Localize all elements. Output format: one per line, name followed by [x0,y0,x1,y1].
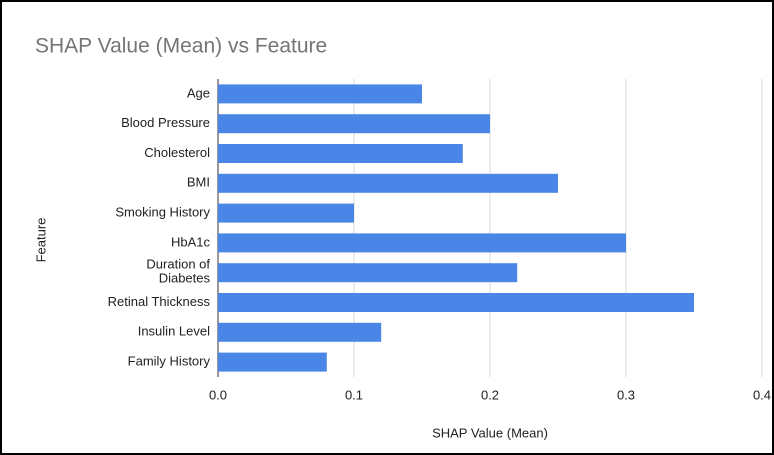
x-axis-title: SHAP Value (Mean) [432,425,548,440]
y-tick-label: Blood Pressure [121,115,210,130]
x-tick-label: 0.2 [481,387,499,402]
bar [218,322,382,342]
y-tick-label: Age [187,85,210,100]
y-tick-label: Cholesterol [144,145,210,160]
y-tick-label: Insulin Level [138,324,210,339]
y-tick-label: HbA1c [171,234,211,249]
bar [218,114,490,134]
y-tick-label: Family History [128,354,211,369]
y-tick-label: BMI [187,175,210,190]
bar [218,144,463,163]
x-tick-label: 0.3 [617,387,635,402]
bar [218,84,422,104]
bar [218,173,558,193]
y-axis-title: Feature [33,218,48,263]
bar [218,352,327,372]
bar [218,203,354,223]
bar [218,293,694,312]
bar [218,263,518,283]
x-tick-label: 0.1 [345,387,363,402]
y-tick-label: Smoking History [115,205,210,220]
y-tick-label: Retinal Thickness [108,294,211,309]
x-tick-label: 0.0 [209,387,227,402]
bar [218,233,626,253]
chart-title: SHAP Value (Mean) vs Feature [35,35,327,58]
x-tick-label: 0.4 [753,387,771,402]
y-tick-label: Duration of Diabetes [146,257,210,286]
